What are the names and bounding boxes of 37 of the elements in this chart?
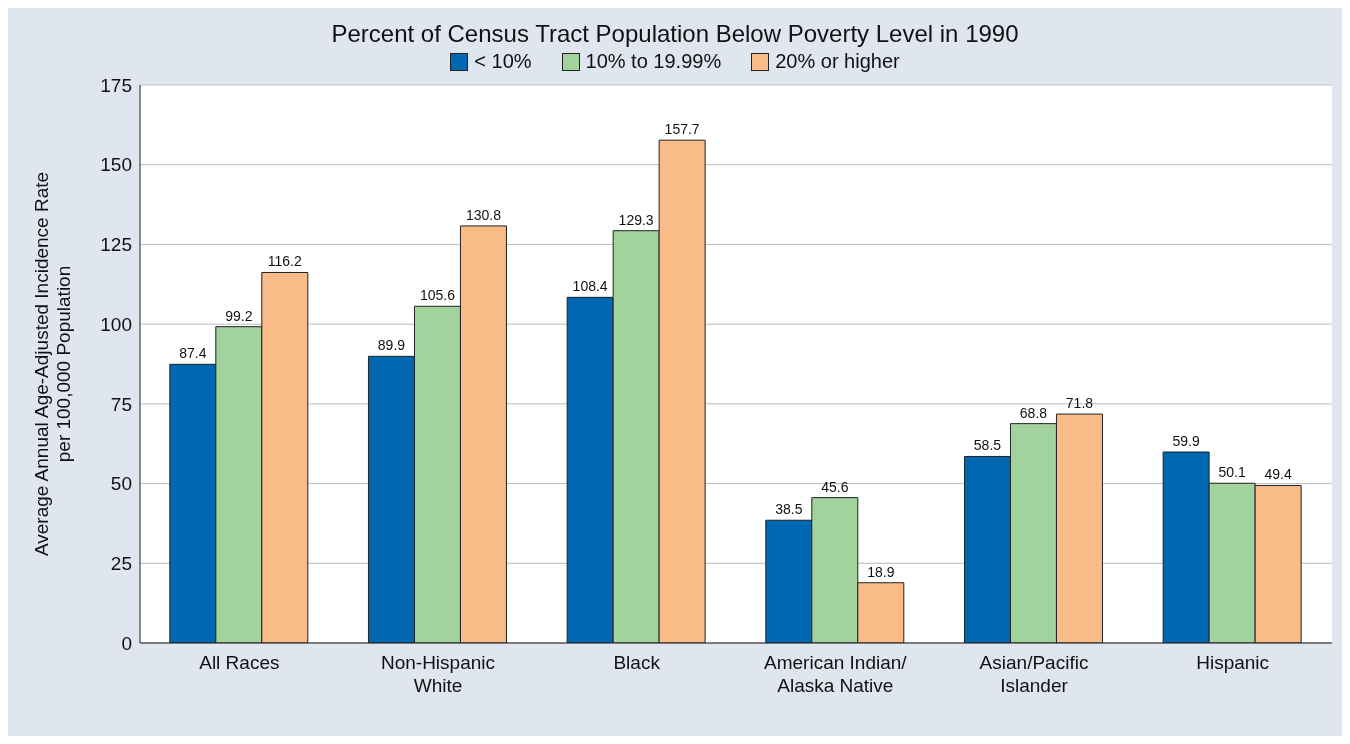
data-label: 99.2 — [225, 307, 253, 324]
legend-title: Percent of Census Tract Population Below Poverty Level in 1990 — [330, 19, 1020, 48]
data-label: 49.4 — [1264, 466, 1292, 483]
y-tick-label: 0 — [121, 632, 132, 654]
data-label: 108.4 — [572, 278, 608, 295]
x-tick-label: American Indian/ Alaska Native — [764, 652, 908, 696]
y-tick-label: 150 — [100, 154, 132, 176]
legend-label: 10% to 19.99% — [585, 50, 722, 73]
data-label: 89.9 — [377, 337, 406, 354]
x-tick-label: Asian/Pacific Islander — [979, 652, 1089, 696]
x-tick-label: Black — [613, 652, 661, 673]
y-tick-label: 50 — [110, 473, 132, 495]
data-label: 130.8 — [465, 206, 502, 223]
x-tick-label: All Races — [199, 652, 280, 673]
data-label: 116.2 — [267, 253, 303, 270]
y-tick-label: 75 — [110, 393, 132, 415]
y-tick-label: 25 — [110, 553, 132, 575]
data-label: 68.8 — [1019, 404, 1048, 421]
data-label: 157.7 — [664, 121, 700, 138]
x-tick-label: Non-Hispanic White — [380, 652, 496, 696]
legend-label: 20% or higher — [775, 50, 900, 73]
legend-label: < 10% — [474, 50, 532, 73]
data-label: 105.6 — [419, 287, 456, 304]
data-label: 38.5 — [775, 501, 803, 518]
data-label: 45.6 — [821, 478, 849, 495]
data-label: 87.4 — [179, 345, 207, 362]
data-label: 50.1 — [1218, 464, 1246, 481]
y-tick-label: 100 — [100, 313, 132, 335]
data-label: 59.9 — [1172, 433, 1200, 449]
x-tick-label: Hispanic — [1196, 652, 1270, 673]
y-axis-title: Average Annual Age-Adjusted Incidence Rate per 100,000 Population — [31, 171, 74, 557]
data-label: 71.8 — [1065, 395, 1094, 412]
y-tick-label: 175 — [100, 74, 132, 96]
data-label: 129.3 — [618, 211, 654, 228]
y-tick-label: 125 — [100, 234, 132, 256]
data-label: 18.9 — [867, 563, 895, 580]
data-label: 58.5 — [973, 437, 1002, 454]
